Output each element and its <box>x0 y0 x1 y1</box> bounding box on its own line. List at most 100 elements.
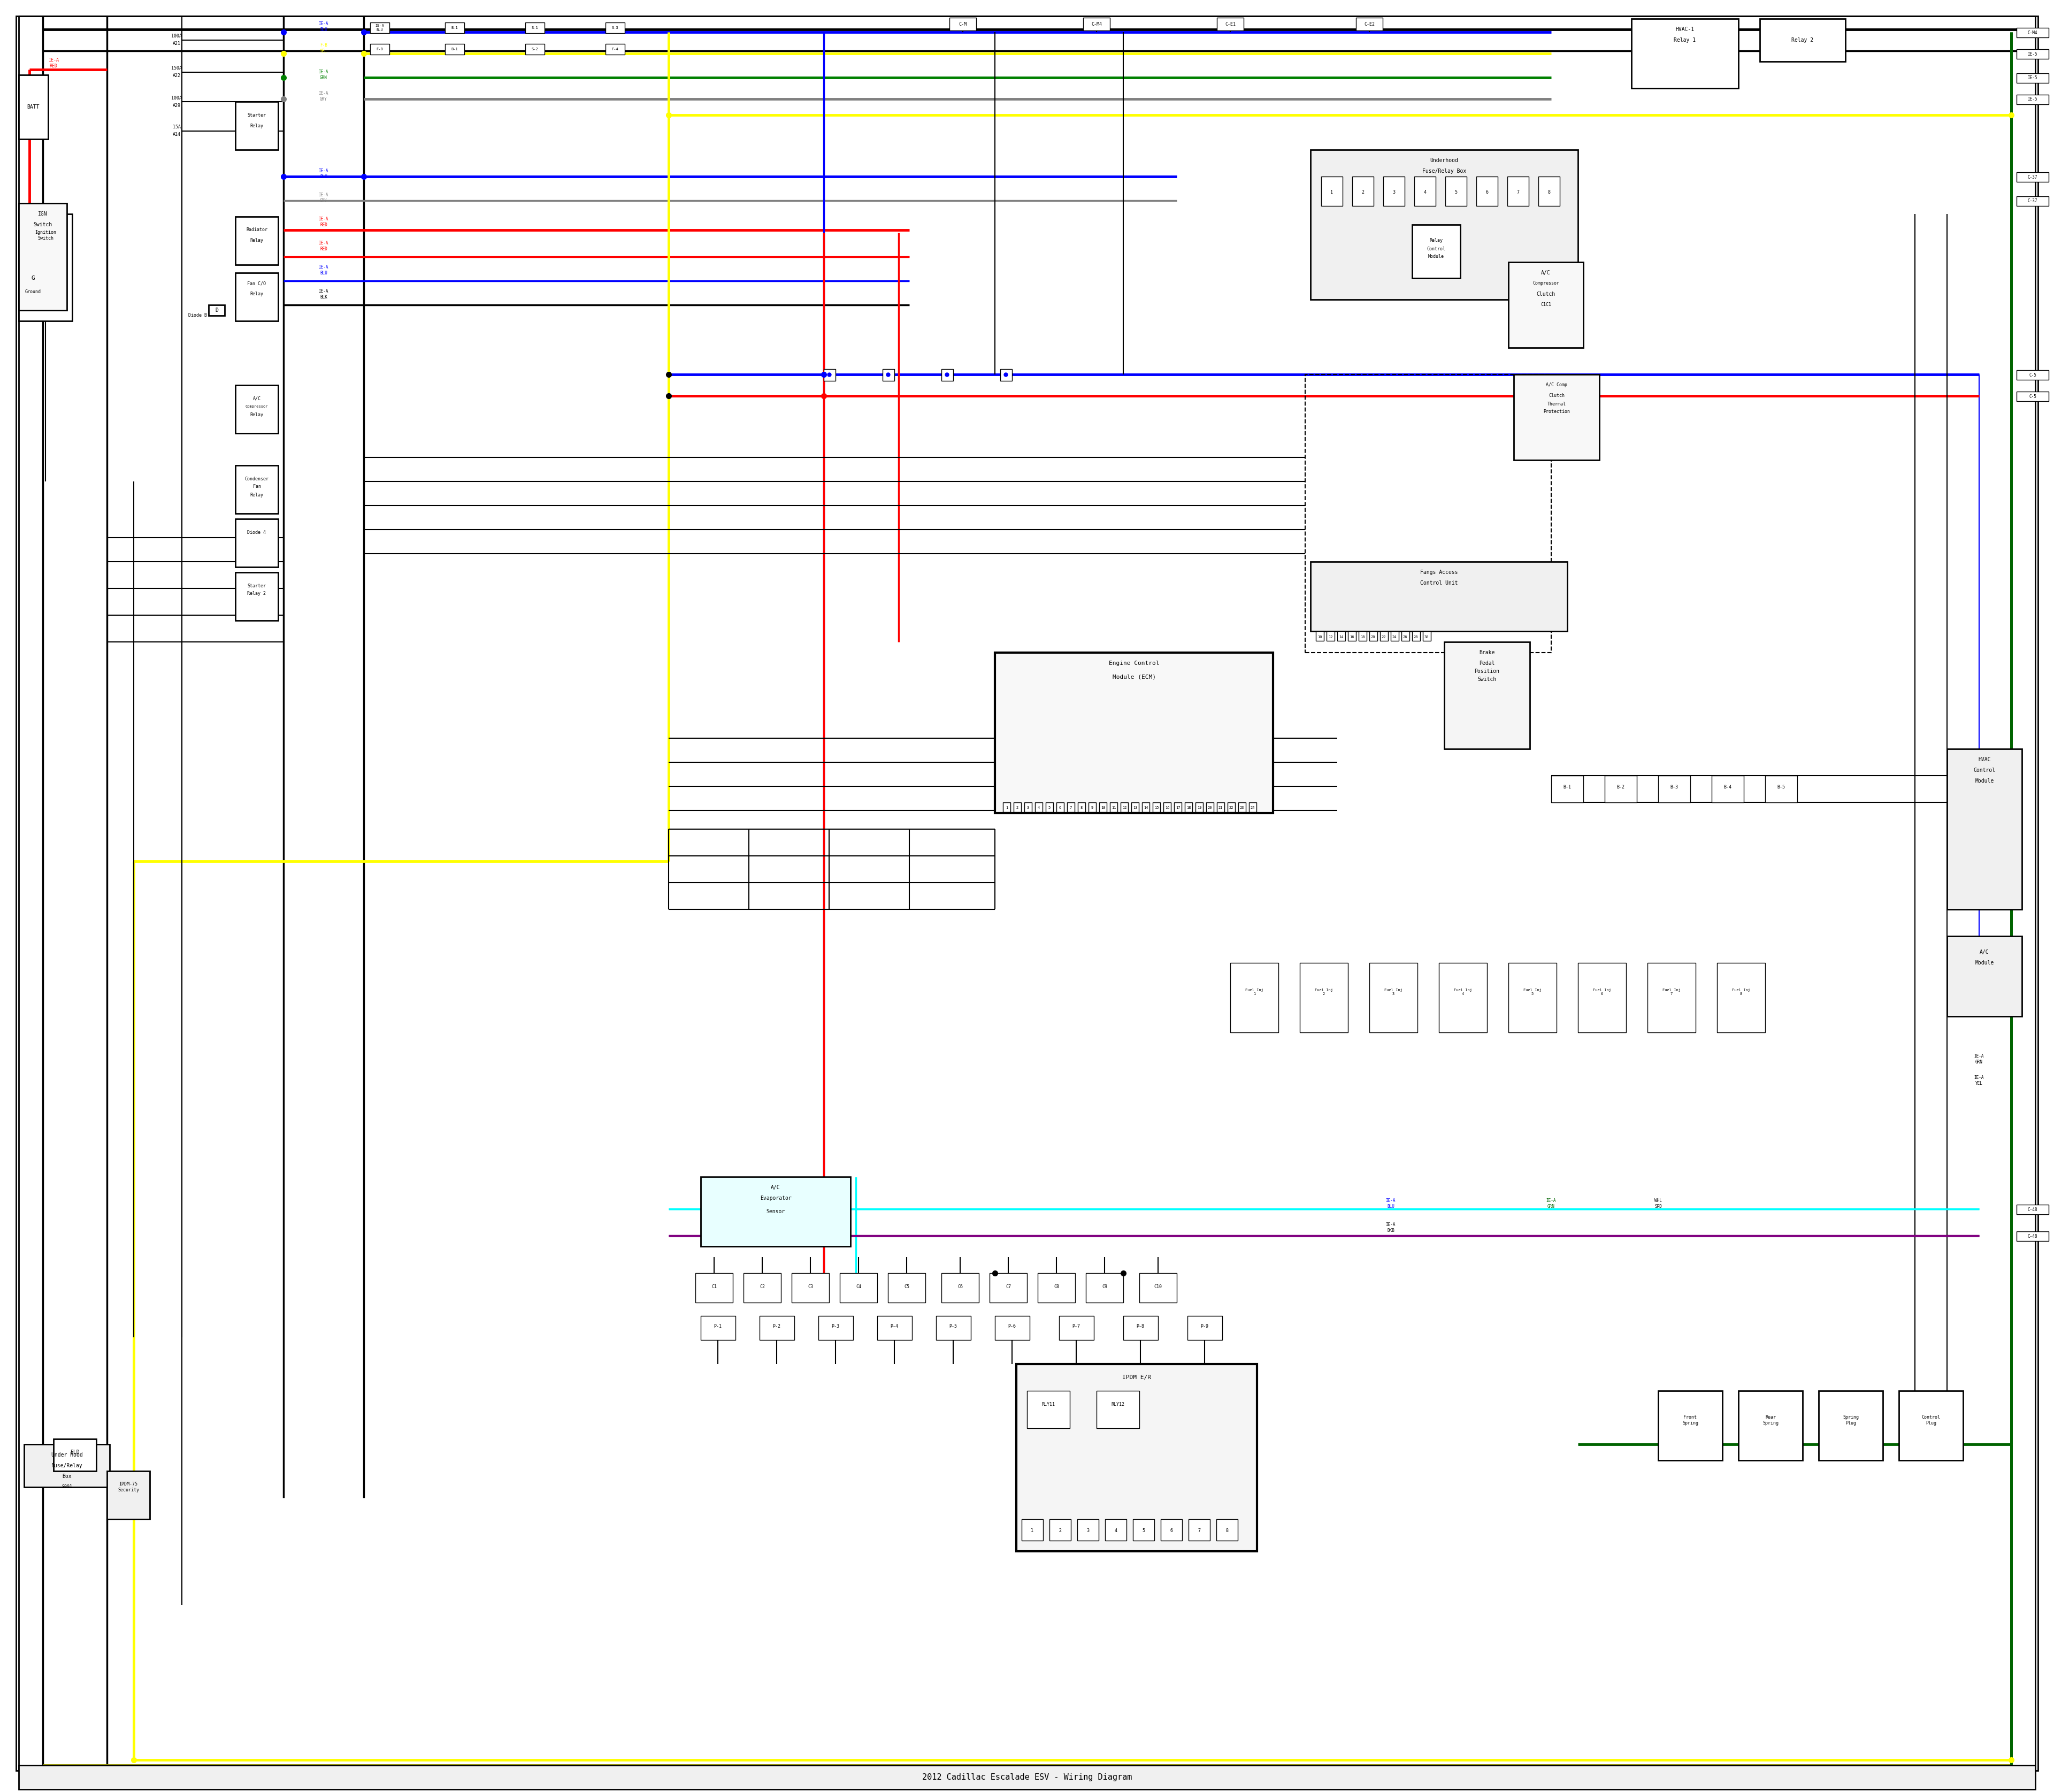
Text: IE-A
RED: IE-A RED <box>47 57 60 68</box>
Bar <box>1300 962 1347 1032</box>
Text: A21: A21 <box>173 41 181 47</box>
Bar <box>1124 1315 1158 1340</box>
Text: IE-A
BLK: IE-A BLK <box>318 289 329 299</box>
Bar <box>1195 803 1204 812</box>
Text: Fuel Inj
2: Fuel Inj 2 <box>1315 989 1333 996</box>
Text: Fuel Inj
8: Fuel Inj 8 <box>1732 989 1750 996</box>
Bar <box>236 385 277 434</box>
Bar <box>1021 1520 1043 1541</box>
Text: F-B
YEL: F-B YEL <box>320 43 327 54</box>
Text: IE-A
GRN: IE-A GRN <box>318 70 329 81</box>
Bar <box>744 1272 781 1303</box>
Text: D: D <box>216 308 218 314</box>
Text: C-37: C-37 <box>2027 199 2038 204</box>
Text: 6: 6 <box>1171 1529 1173 1534</box>
Bar <box>994 1315 1029 1340</box>
Bar <box>53 1439 97 1471</box>
Text: 3: 3 <box>1393 190 1395 195</box>
Bar <box>2017 172 2048 181</box>
Text: Fangs Access: Fangs Access <box>1419 570 1458 575</box>
Bar <box>1216 18 1243 30</box>
Text: C1: C1 <box>711 1285 717 1288</box>
Text: C-48: C-48 <box>2027 1235 2038 1238</box>
Text: Ignition
Switch: Ignition Switch <box>35 229 55 240</box>
Text: Fuel Inj
1: Fuel Inj 1 <box>1245 989 1263 996</box>
Bar <box>1134 1520 1154 1541</box>
Bar <box>1391 631 1399 642</box>
Bar <box>370 23 390 34</box>
Text: A/C Comp: A/C Comp <box>1547 383 1567 387</box>
Bar <box>1082 18 1109 30</box>
Bar <box>1413 631 1419 642</box>
Bar <box>1087 1272 1124 1303</box>
Bar <box>236 572 277 620</box>
Text: P-4: P-4 <box>889 1324 898 1330</box>
Bar <box>1060 1315 1095 1340</box>
Text: S001: S001 <box>62 1486 72 1489</box>
Text: A22: A22 <box>173 73 181 79</box>
Bar <box>941 369 953 382</box>
Bar <box>2017 48 2048 59</box>
Bar <box>1415 177 1436 206</box>
Bar <box>18 213 72 321</box>
Text: Control
Plug: Control Plug <box>1923 1416 1941 1425</box>
Text: Protection: Protection <box>1543 410 1569 414</box>
Text: 4: 4 <box>1037 806 1039 810</box>
Text: 22: 22 <box>1382 636 1386 638</box>
Text: Fuse/Relay Box: Fuse/Relay Box <box>1421 168 1467 174</box>
Text: 8: 8 <box>1080 806 1082 810</box>
Bar <box>1187 1315 1222 1340</box>
Bar <box>1152 803 1161 812</box>
Bar <box>526 43 544 54</box>
Text: Compressor: Compressor <box>1532 281 1559 287</box>
Text: 2: 2 <box>1017 806 1019 810</box>
Bar <box>1185 803 1191 812</box>
Bar <box>1947 749 2021 909</box>
Text: 17: 17 <box>1175 806 1181 810</box>
Bar <box>1508 962 1557 1032</box>
Bar <box>2017 1231 2048 1242</box>
Bar <box>1228 803 1234 812</box>
Text: 2012 Cadillac Escalade ESV - Wiring Diagram: 2012 Cadillac Escalade ESV - Wiring Diag… <box>922 1772 1132 1781</box>
Bar <box>994 652 1273 814</box>
Bar <box>236 520 277 566</box>
Text: Relay: Relay <box>251 292 263 297</box>
Text: Box: Box <box>62 1473 72 1478</box>
Text: C-M: C-M <box>959 22 967 27</box>
Text: 20: 20 <box>1370 636 1376 638</box>
Text: 7: 7 <box>1516 190 1520 195</box>
Text: Control: Control <box>1428 246 1446 251</box>
Bar <box>1604 776 1637 803</box>
Text: Switch: Switch <box>33 222 51 228</box>
Text: 10: 10 <box>1101 806 1105 810</box>
Bar <box>1711 776 1744 803</box>
Text: Sensor: Sensor <box>766 1210 785 1215</box>
Text: 14: 14 <box>1144 806 1148 810</box>
Text: 16: 16 <box>1165 806 1169 810</box>
Bar <box>937 1315 972 1340</box>
Text: Underhood: Underhood <box>1430 158 1458 163</box>
Text: P-1: P-1 <box>715 1324 721 1330</box>
Text: Starter: Starter <box>246 584 267 588</box>
Text: 13: 13 <box>1132 806 1138 810</box>
Text: Relay: Relay <box>251 412 263 418</box>
Text: IE-A
GRN: IE-A GRN <box>1547 1199 1557 1210</box>
Text: A/C: A/C <box>770 1185 781 1190</box>
Text: Relay 1: Relay 1 <box>1674 38 1697 43</box>
Bar <box>1000 369 1013 382</box>
Bar <box>18 1765 2036 1790</box>
Text: 14: 14 <box>1339 636 1343 638</box>
Bar <box>1898 1391 1964 1460</box>
Bar <box>1818 1391 1884 1460</box>
Bar <box>1216 1520 1239 1541</box>
Text: 1: 1 <box>1331 190 1333 195</box>
Text: B-1: B-1 <box>1563 785 1571 790</box>
Text: 100A: 100A <box>170 95 183 100</box>
Bar <box>25 1444 109 1487</box>
Text: F-4: F-4 <box>612 48 618 50</box>
Bar <box>1738 1391 1803 1460</box>
Text: B-3: B-3 <box>1670 785 1678 790</box>
Bar <box>1161 1520 1183 1541</box>
Text: C-37: C-37 <box>2027 174 2038 179</box>
Text: C-5: C-5 <box>2029 373 2036 378</box>
